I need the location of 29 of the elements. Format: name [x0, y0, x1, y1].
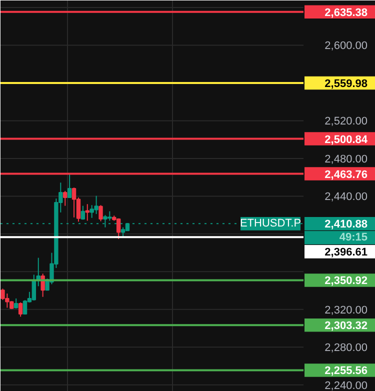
candlestick	[67, 174, 72, 198]
candlestick	[18, 302, 23, 318]
y-tick-label: 2,440.00	[324, 191, 368, 204]
ref-line-label: 2,303.32	[324, 320, 368, 332]
candlestick	[14, 298, 18, 309]
ref-line-label: 2,463.76	[324, 168, 368, 181]
annotation: ETHUSDT.P	[240, 218, 302, 230]
ref-line-label: 2,500.84	[324, 134, 368, 146]
candlestick	[116, 218, 121, 240]
text: 49:15	[339, 232, 368, 244]
ref-line-label: 2,559.98	[324, 78, 368, 90]
candlestick	[22, 300, 28, 315]
candlestick	[85, 204, 90, 222]
ref-line-label: 2,350.92	[324, 275, 368, 288]
ref-line-label: 2,255.56	[324, 365, 368, 378]
y-tick-label: 2,600.00	[324, 40, 368, 52]
candlestick	[32, 274, 36, 301]
y-tick-label: 2,520.00	[324, 116, 368, 128]
candlestick	[63, 190, 68, 206]
y-tick-label: 2,480.00	[324, 153, 368, 166]
y-tick-label: 2,320.00	[324, 304, 368, 316]
ref-line-label: 2,635.38	[324, 6, 368, 19]
y-tick-label: 2,280.00	[324, 342, 368, 354]
candlestick	[72, 187, 76, 218]
candlestick	[98, 204, 103, 222]
candlestick	[80, 205, 86, 220]
y-tick-label: 2,240.00	[324, 380, 368, 391]
ref-line-label: 2,410.88	[324, 218, 368, 231]
ref-line-label: 2,396.61	[324, 246, 368, 259]
